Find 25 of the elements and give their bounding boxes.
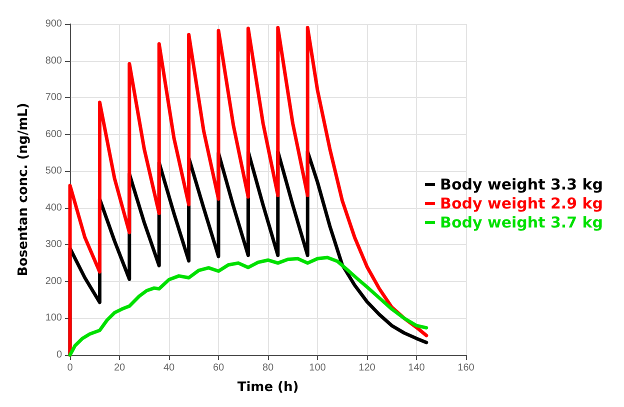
y-tick-label: 0 xyxy=(56,350,62,360)
legend-label: Body weight 2.9 kg xyxy=(440,194,604,212)
legend-label: Body weight 3.7 kg xyxy=(440,214,604,232)
y-tick-label: 600 xyxy=(45,128,62,140)
x-tick-label: 80 xyxy=(262,362,274,374)
x-tick-label: 120 xyxy=(358,362,376,374)
x-tick-label: 0 xyxy=(67,362,74,374)
y-tick-label: 100 xyxy=(45,312,62,324)
y-tick-label: 400 xyxy=(45,202,62,214)
y-tick-label: 200 xyxy=(45,276,62,287)
x-tick-label: 100 xyxy=(309,362,326,374)
y-tick-label: 500 xyxy=(45,166,62,177)
y-tick-label: 700 xyxy=(45,92,62,104)
x-tick-label: 40 xyxy=(163,362,175,374)
x-axis-title: Time (h) xyxy=(237,380,299,395)
y-tick-label: 300 xyxy=(45,239,62,250)
line-series xyxy=(68,256,428,357)
legend-label: Body weight 3.3 kg xyxy=(440,176,604,194)
y-tick-label: 900 xyxy=(45,18,62,30)
x-tick-label: 140 xyxy=(408,362,426,374)
y-axis-title: Bosentan conc. (ng/mL) xyxy=(16,102,31,276)
x-tick-label: 20 xyxy=(114,362,126,374)
x-tick-label: 60 xyxy=(212,362,224,374)
y-tick-label: 800 xyxy=(45,55,62,66)
x-tick-label: 160 xyxy=(458,362,475,374)
